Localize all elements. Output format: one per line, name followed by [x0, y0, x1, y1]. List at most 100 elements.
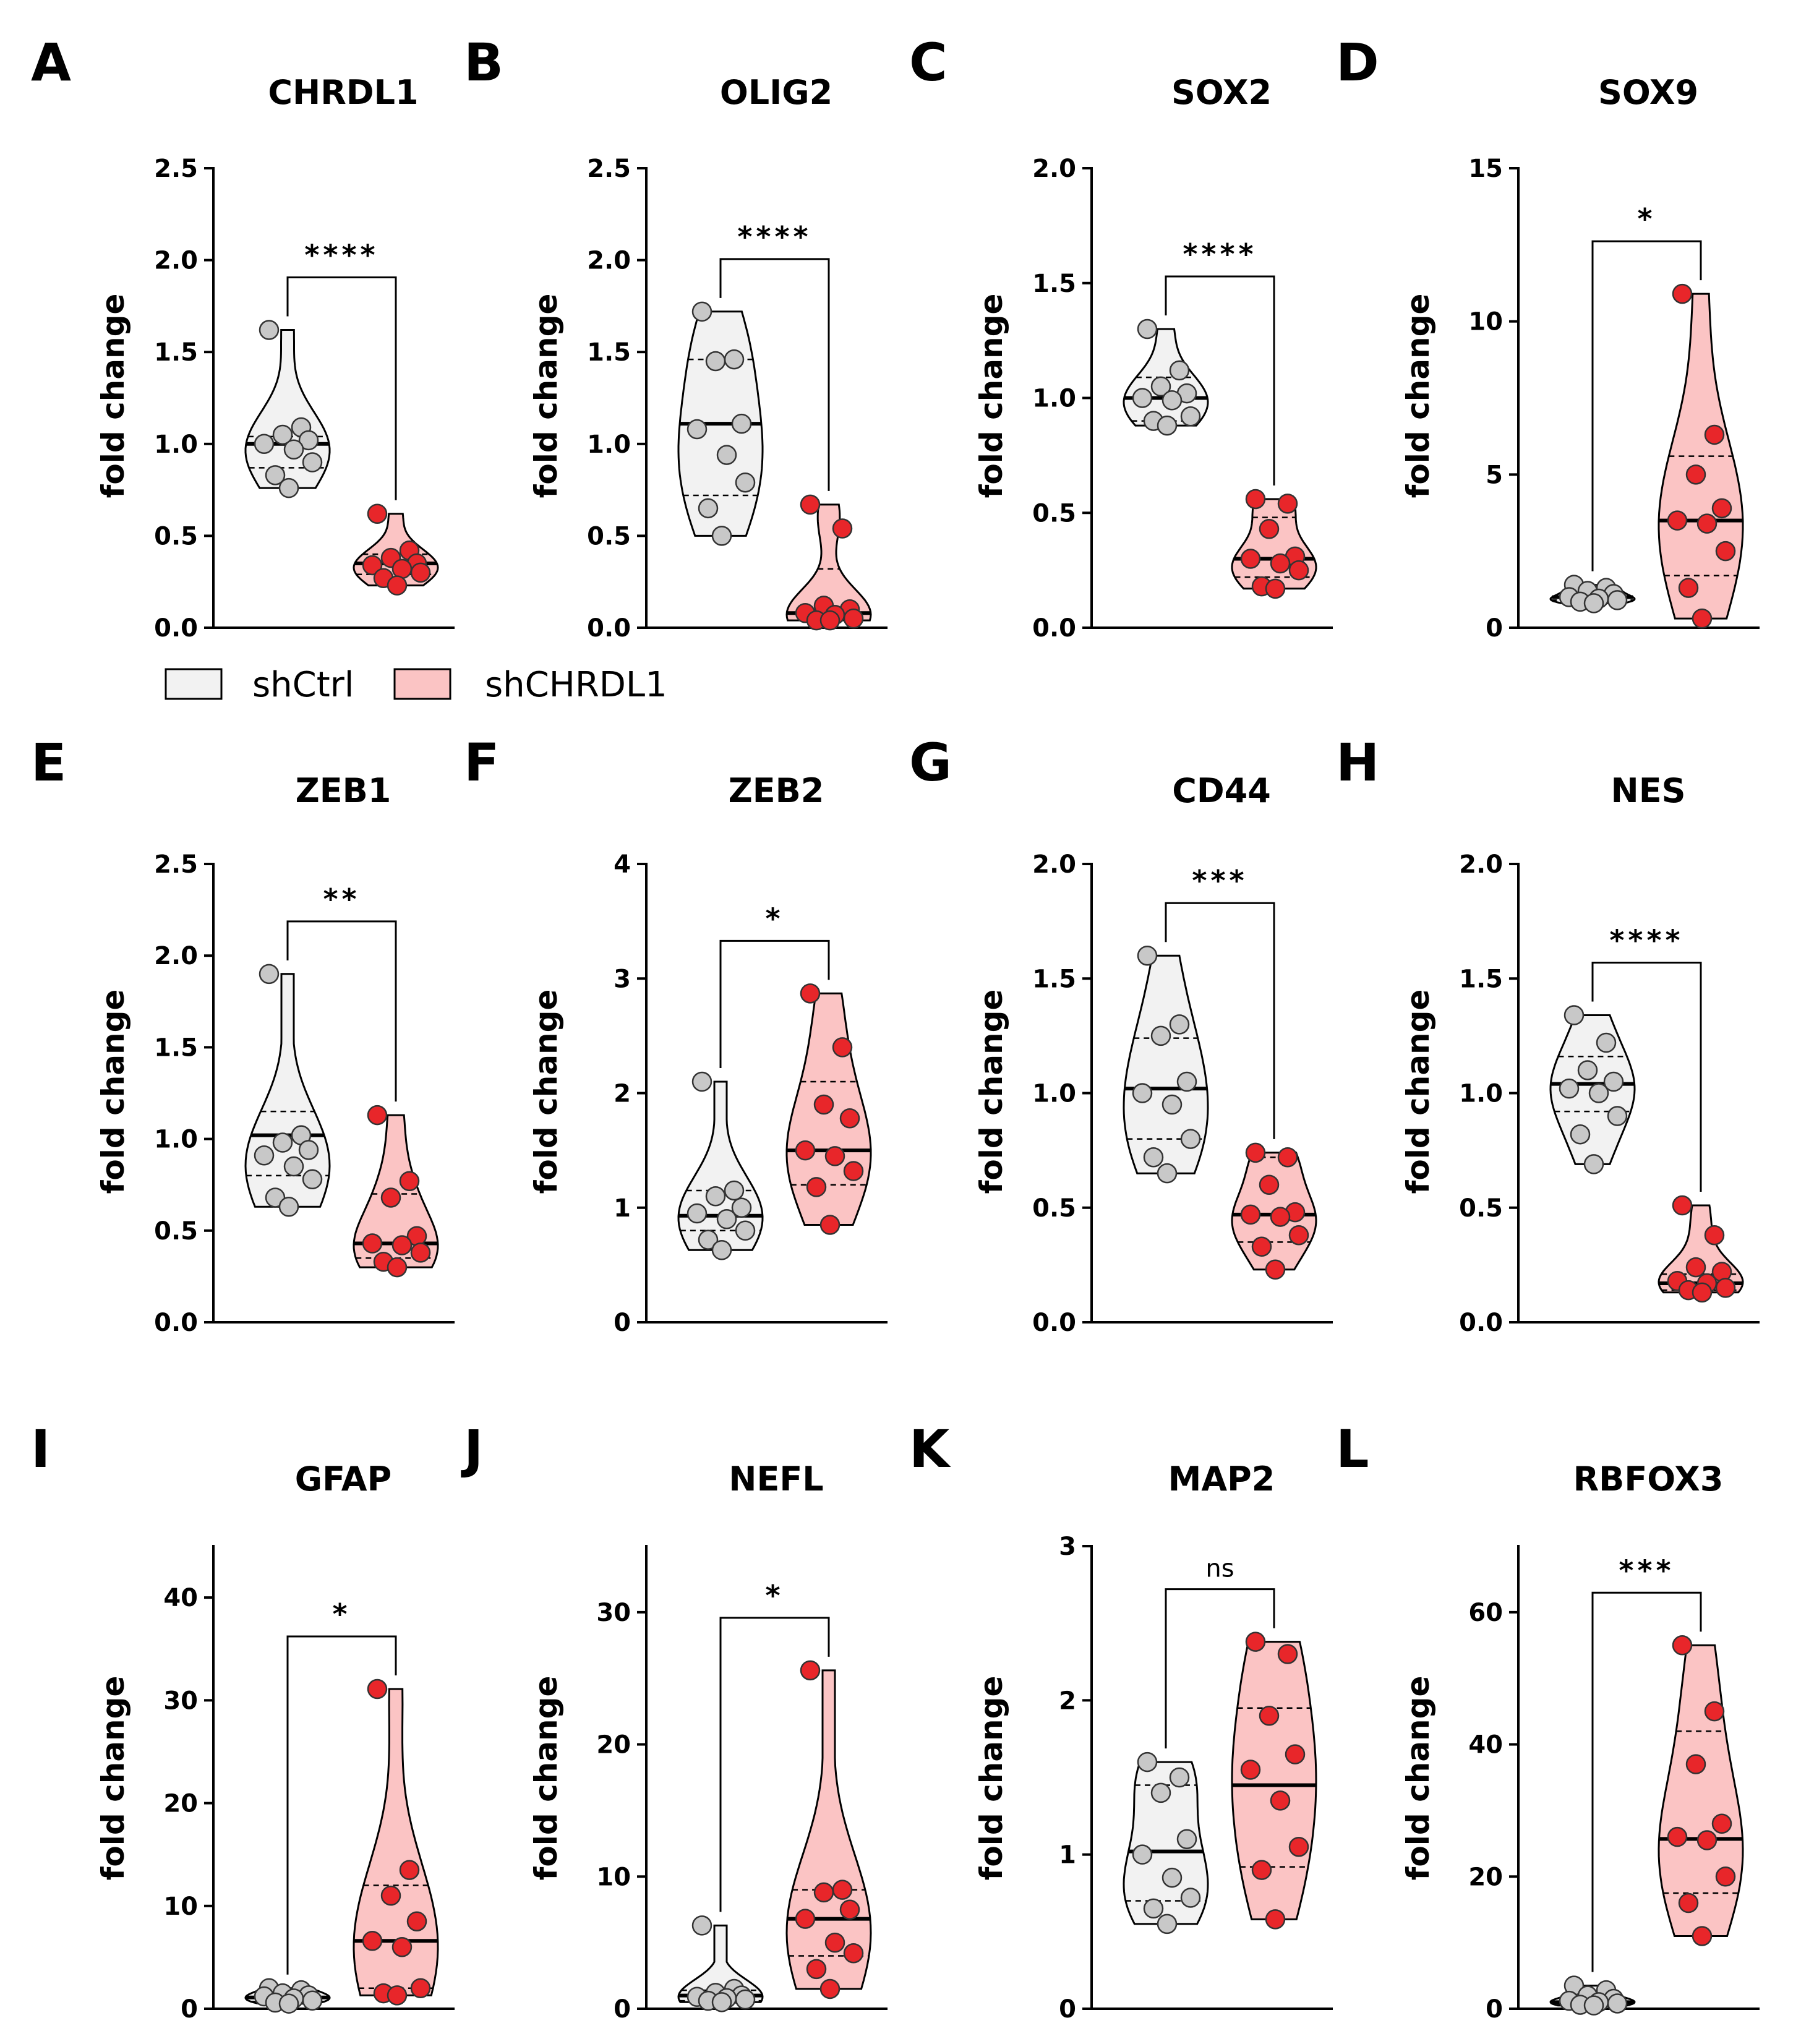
y-tick-label-gfap: 20 [163, 1790, 198, 1818]
data-point-shchrdl1-olig2 [832, 518, 853, 539]
chart-panel-sox9: D SOX9 0 5 10 15 fold change * [1336, 32, 1760, 643]
data-point-shchrdl1-nes [1685, 1257, 1706, 1278]
data-point-shchrdl1-sox2 [1265, 578, 1286, 599]
chart-panel-gfap: I GFAP 0 10 20 30 40 fold change * [31, 1419, 455, 2024]
data-point-shctrl-zeb2 [687, 1203, 708, 1224]
data-point-shctrl-sox2 [1157, 415, 1178, 436]
significance-label-gfap: * [332, 1597, 351, 1631]
data-point-shctrl-zeb1 [298, 1140, 319, 1160]
chart-panel-olig2: B OLIG2 0.0 0.5 1.0 1.5 2.0 2.5 fold change **** [464, 32, 888, 643]
chart-panel-rbfox3: L RBFOX3 0 20 40 60 fold change *** [1336, 1419, 1760, 2024]
data-point-shchrdl1-map2 [1270, 1790, 1291, 1811]
y-tick-label-sox9: 5 [1486, 461, 1503, 489]
data-point-shctrl-zeb1 [302, 1169, 323, 1190]
data-point-shctrl-sox2 [1137, 319, 1158, 340]
y-tick-label-sox2: 1.0 [1032, 385, 1076, 413]
data-point-shchrdl1-cd44 [1251, 1236, 1272, 1257]
data-point-shchrdl1-sox9 [1715, 541, 1736, 562]
significance-bracket-nefl [719, 1617, 830, 1912]
significance-bracket-sox2 [1165, 275, 1275, 485]
y-tick-label-zeb2: 0 [614, 1309, 631, 1337]
data-point-shchrdl1-zeb1 [380, 1187, 401, 1208]
panel-title-rbfox3: RBFOX3 [1573, 1460, 1724, 1499]
data-point-shchrdl1-map2 [1240, 1760, 1261, 1780]
data-point-shchrdl1-map2 [1288, 1836, 1309, 1857]
data-point-shchrdl1-sox9 [1696, 513, 1718, 534]
data-point-shchrdl1-sox9 [1692, 608, 1713, 629]
y-tick-label-nes: 1.0 [1459, 1080, 1503, 1108]
data-point-shchrdl1-olig2 [800, 494, 821, 515]
data-point-shchrdl1-zeb1 [391, 1235, 413, 1255]
y-tick-label-cd44: 1.5 [1032, 965, 1076, 993]
data-point-shctrl-sox2 [1161, 390, 1183, 411]
y-tick-label-gfap: 30 [163, 1687, 198, 1715]
y-axis-label-chrdl1: fold change [95, 294, 131, 498]
panel-title-gfap: GFAP [295, 1460, 391, 1499]
y-tick-label-olig2: 0.5 [587, 522, 631, 550]
data-point-shctrl-sox2 [1169, 360, 1190, 381]
panel-letter-nes: H [1336, 732, 1379, 793]
data-point-shchrdl1-nefl [819, 1978, 841, 1999]
significance-bracket-map2 [1165, 1588, 1275, 1749]
legend-swatch-shctrl [165, 668, 223, 700]
data-point-shctrl-chrdl1 [272, 424, 293, 445]
data-point-shctrl-zeb2 [731, 1197, 752, 1218]
data-point-shctrl-map2 [1169, 1767, 1190, 1788]
data-point-shchrdl1-zeb2 [795, 1140, 816, 1161]
data-point-shchrdl1-sox9 [1685, 464, 1706, 485]
data-point-shctrl-olig2 [705, 351, 726, 372]
significance-label-nefl: * [765, 1579, 784, 1612]
y-tick-label-zeb2: 2 [614, 1080, 631, 1108]
data-point-shctrl-sox2 [1150, 376, 1171, 397]
data-point-shchrdl1-sox2 [1277, 494, 1298, 514]
data-point-shchrdl1-cd44 [1240, 1204, 1261, 1225]
data-point-shctrl-rbfox3 [1607, 1993, 1628, 2014]
significance-bracket-cd44 [1165, 902, 1275, 1139]
data-point-shchrdl1-cd44 [1245, 1142, 1266, 1163]
data-point-shctrl-cd44 [1169, 1014, 1190, 1035]
y-tick-label-cd44: 2.0 [1032, 850, 1076, 879]
data-point-shchrdl1-nefl [832, 1879, 853, 1900]
y-axis-label-sox2: fold change [973, 294, 1009, 498]
data-point-shchrdl1-zeb1 [410, 1242, 431, 1263]
y-tick-label-chrdl1: 0.0 [154, 614, 198, 643]
y-tick-label-nefl: 10 [596, 1863, 631, 1891]
significance-bracket-gfap [286, 1635, 397, 1975]
data-point-shctrl-nes [1607, 1106, 1628, 1126]
data-point-shchrdl1-rbfox3 [1692, 1926, 1713, 1946]
significance-label-olig2: **** [737, 220, 811, 254]
significance-bracket-zeb2 [719, 939, 830, 1068]
chart-panel-map2: K MAP2 0 1 2 3 fold change ns [909, 1419, 1333, 2024]
data-point-shctrl-cd44 [1161, 1094, 1183, 1115]
y-tick-label-cd44: 0.0 [1032, 1309, 1076, 1337]
panel-letter-sox2: C [909, 32, 948, 93]
data-point-shchrdl1-chrdl1 [362, 555, 383, 576]
data-point-shchrdl1-cd44 [1288, 1225, 1309, 1246]
panel-letter-map2: K [909, 1419, 951, 1479]
y-tick-label-nes: 0.5 [1459, 1194, 1503, 1223]
data-point-shctrl-chrdl1 [283, 439, 304, 460]
y-tick-label-cd44: 1.0 [1032, 1080, 1076, 1108]
data-point-shchrdl1-nefl [813, 1882, 834, 1903]
data-point-shchrdl1-gfap [362, 1931, 383, 1951]
data-point-shchrdl1-nes [1704, 1225, 1725, 1246]
data-point-shchrdl1-zeb2 [839, 1108, 860, 1129]
y-tick-label-chrdl1: 2.0 [154, 247, 198, 275]
panel-letter-chrdl1: A [31, 32, 71, 93]
data-point-shctrl-olig2 [698, 498, 719, 519]
y-tick-label-cd44: 0.5 [1032, 1194, 1076, 1223]
data-point-shchrdl1-zeb2 [832, 1037, 853, 1058]
panel-letter-zeb2: F [464, 732, 499, 793]
y-tick-label-chrdl1: 0.5 [154, 522, 198, 550]
data-point-shchrdl1-cd44 [1265, 1259, 1286, 1280]
data-point-shctrl-chrdl1 [265, 465, 286, 485]
data-point-shchrdl1-zeb2 [800, 983, 821, 1004]
data-point-shctrl-chrdl1 [259, 320, 280, 340]
significance-label-sox2: **** [1183, 237, 1257, 271]
y-tick-label-gfap: 40 [163, 1584, 198, 1612]
data-point-shchrdl1-zeb2 [824, 1146, 845, 1166]
panel-letter-zeb1: E [31, 732, 66, 793]
y-tick-label-gfap: 10 [163, 1892, 198, 1921]
panel-letter-gfap: I [31, 1419, 50, 1479]
data-point-shchrdl1-sox9 [1672, 283, 1693, 304]
